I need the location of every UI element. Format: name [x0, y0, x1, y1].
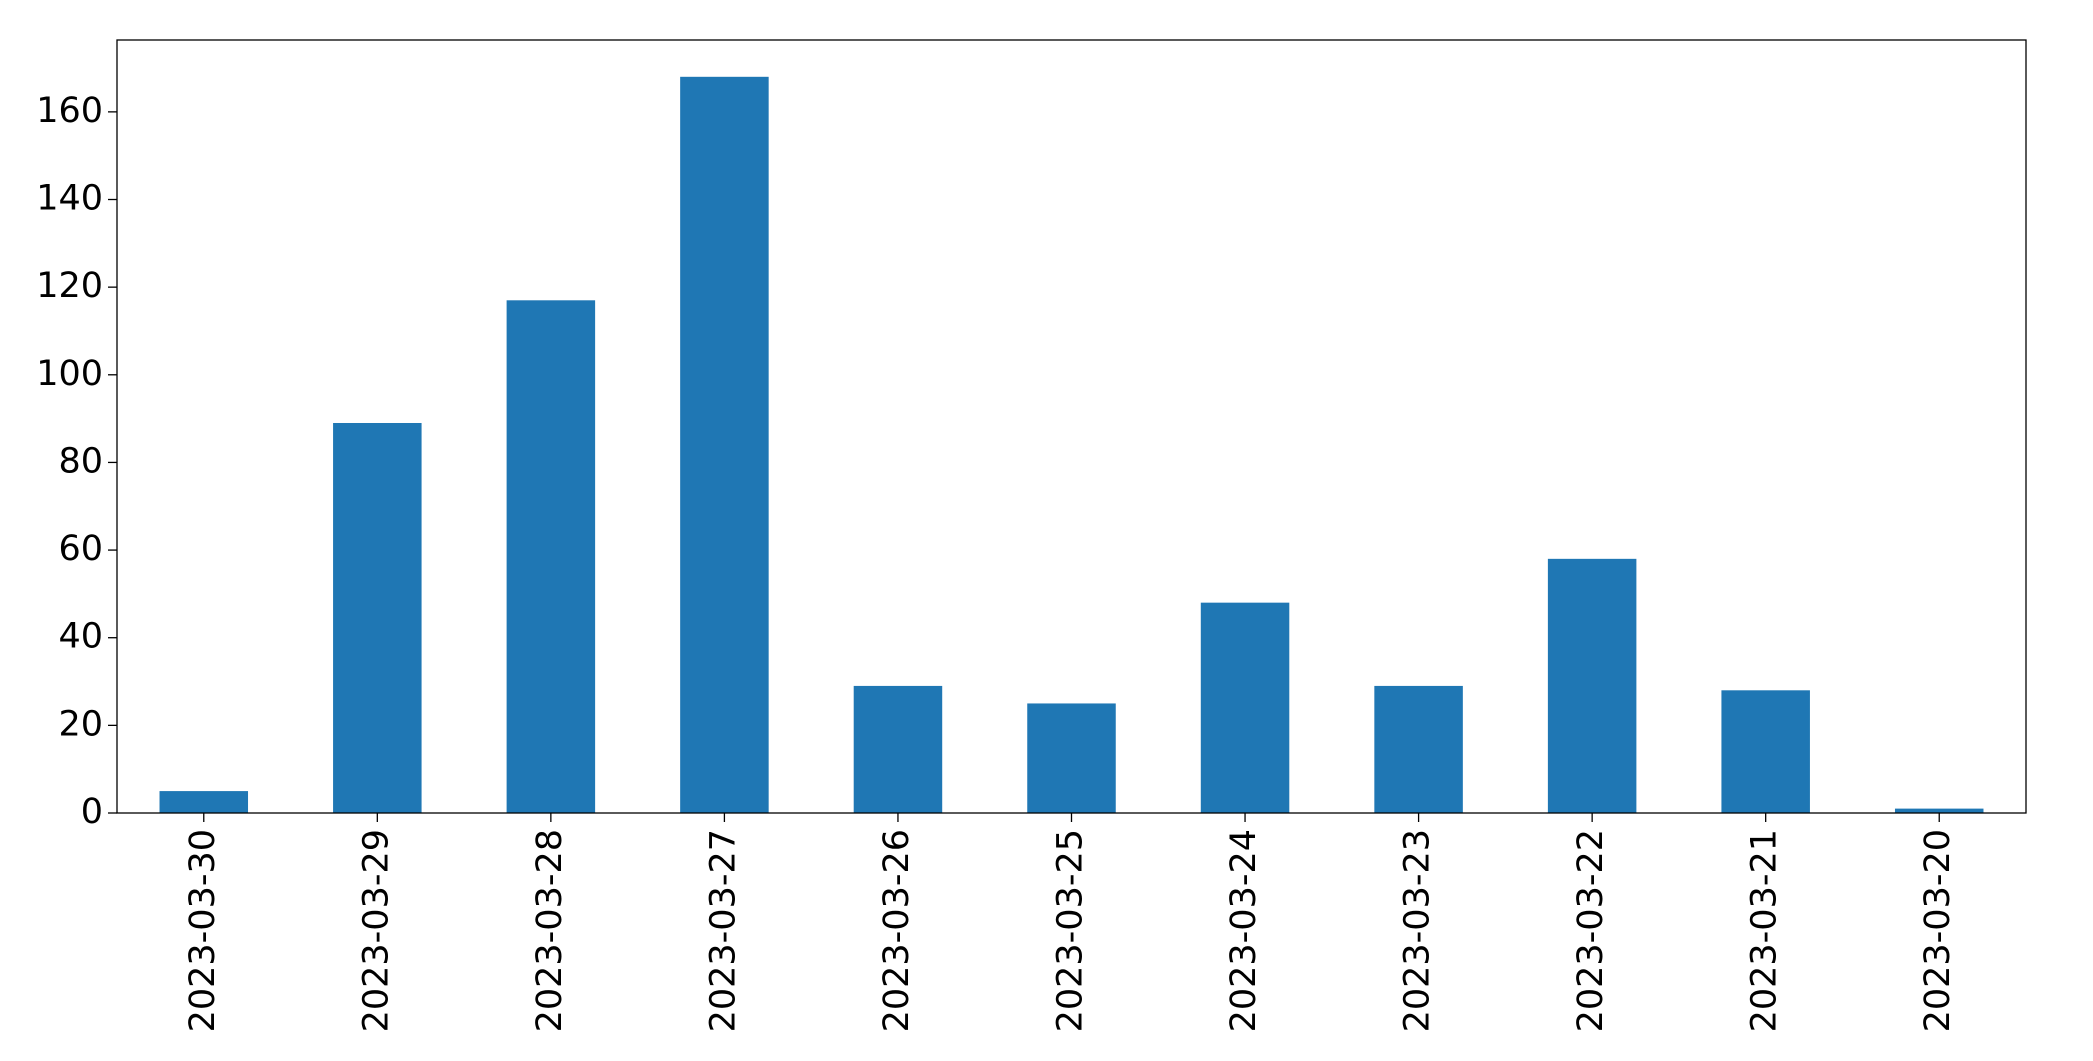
bar — [853, 685, 943, 813]
bar — [1027, 703, 1116, 813]
x-tick-label: 2023-03-24 — [1224, 829, 1264, 1032]
bar — [159, 791, 249, 813]
x-tick-label: 2023-03-26 — [877, 829, 917, 1032]
bar — [680, 76, 769, 814]
bar — [1200, 602, 1290, 813]
bar — [1374, 685, 1463, 813]
x-tick-label: 2023-03-25 — [1051, 829, 1091, 1032]
y-tick-label: 120 — [36, 266, 103, 306]
y-tick-label: 80 — [58, 441, 103, 481]
y-tick-label: 20 — [58, 704, 103, 744]
x-tick-label: 2023-03-28 — [530, 829, 570, 1032]
bar — [506, 300, 596, 814]
x-tick-label: 2023-03-30 — [183, 829, 223, 1032]
bar — [1894, 808, 1984, 813]
plot-frame — [116, 39, 2027, 814]
bar — [1547, 558, 1637, 813]
bar — [333, 422, 422, 813]
x-tick-label: 2023-03-21 — [1745, 829, 1785, 1032]
y-tick-label: 140 — [36, 179, 103, 219]
y-tick-label: 160 — [36, 91, 103, 131]
y-tick-label: 60 — [58, 529, 103, 569]
y-tick-label: 100 — [36, 354, 103, 394]
x-tick-label: 2023-03-22 — [1571, 829, 1611, 1032]
y-tick-label: 40 — [58, 617, 103, 657]
y-tick-label: 0 — [81, 792, 103, 832]
x-tick-label: 2023-03-29 — [356, 829, 396, 1032]
x-tick-label: 2023-03-27 — [703, 829, 743, 1032]
x-tick-label: 2023-03-23 — [1398, 829, 1438, 1032]
bar — [1721, 690, 1810, 813]
x-tick-label: 2023-03-20 — [1918, 829, 1958, 1032]
